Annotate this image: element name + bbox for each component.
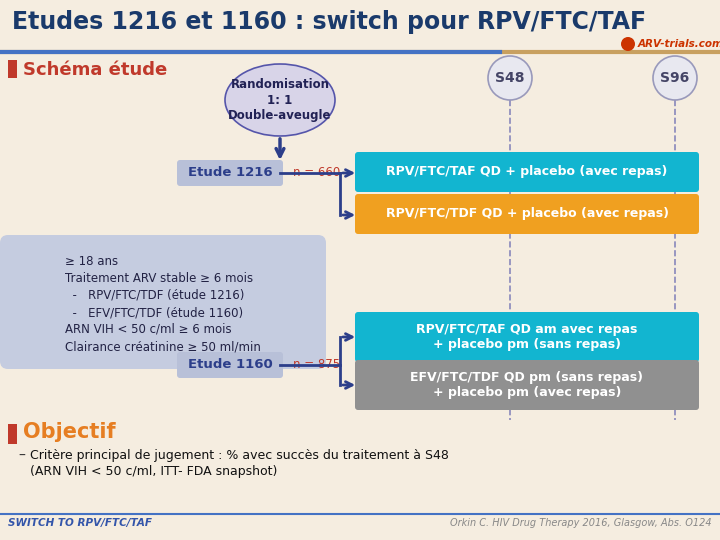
Circle shape bbox=[653, 56, 697, 100]
Text: Etudes 1216 et 1160 : switch pour RPV/FTC/TAF: Etudes 1216 et 1160 : switch pour RPV/FT… bbox=[12, 10, 646, 34]
Circle shape bbox=[621, 37, 635, 51]
Text: Etude 1216: Etude 1216 bbox=[188, 166, 272, 179]
Text: Etude 1160: Etude 1160 bbox=[188, 359, 272, 372]
Text: n = 875: n = 875 bbox=[293, 359, 340, 372]
Text: SWITCH TO RPV/FTC/TAF: SWITCH TO RPV/FTC/TAF bbox=[8, 518, 152, 528]
Ellipse shape bbox=[225, 64, 335, 136]
FancyBboxPatch shape bbox=[177, 352, 283, 378]
Text: n = 660: n = 660 bbox=[293, 165, 341, 179]
Text: –: – bbox=[18, 449, 25, 463]
FancyBboxPatch shape bbox=[8, 424, 17, 444]
Text: Objectif: Objectif bbox=[23, 422, 116, 442]
Text: S96: S96 bbox=[660, 71, 690, 85]
Text: Randomisation
1: 1
Double-aveugle: Randomisation 1: 1 Double-aveugle bbox=[228, 78, 332, 122]
Text: EFV/FTC/TDF QD pm (sans repas)
+ placebo pm (avec repas): EFV/FTC/TDF QD pm (sans repas) + placebo… bbox=[410, 371, 644, 399]
Text: Orkin C. HIV Drug Therapy 2016, Glasgow, Abs. O124: Orkin C. HIV Drug Therapy 2016, Glasgow,… bbox=[451, 518, 712, 528]
Text: RPV/FTC/TDF QD + placebo (avec repas): RPV/FTC/TDF QD + placebo (avec repas) bbox=[385, 207, 668, 220]
Text: RPV/FTC/TAF QD am avec repas
+ placebo pm (sans repas): RPV/FTC/TAF QD am avec repas + placebo p… bbox=[416, 323, 638, 351]
Text: ARV-trials.com: ARV-trials.com bbox=[638, 39, 720, 49]
Circle shape bbox=[488, 56, 532, 100]
Text: Critère principal de jugement : % avec succès du traitement à S48
(ARN VIH < 50 : Critère principal de jugement : % avec s… bbox=[30, 449, 449, 478]
Text: RPV/FTC/TAF QD + placebo (avec repas): RPV/FTC/TAF QD + placebo (avec repas) bbox=[387, 165, 667, 179]
Text: ≥ 18 ans
Traitement ARV stable ≥ 6 mois
  -   RPV/FTC/TDF (étude 1216)
  -   EFV: ≥ 18 ans Traitement ARV stable ≥ 6 mois … bbox=[65, 255, 261, 353]
Text: S48: S48 bbox=[495, 71, 525, 85]
FancyBboxPatch shape bbox=[355, 360, 699, 410]
FancyBboxPatch shape bbox=[355, 194, 699, 234]
Text: Schéma étude: Schéma étude bbox=[23, 61, 167, 79]
FancyBboxPatch shape bbox=[177, 160, 283, 186]
FancyBboxPatch shape bbox=[355, 152, 699, 192]
FancyBboxPatch shape bbox=[355, 312, 699, 362]
FancyBboxPatch shape bbox=[8, 60, 17, 78]
FancyBboxPatch shape bbox=[0, 235, 326, 369]
